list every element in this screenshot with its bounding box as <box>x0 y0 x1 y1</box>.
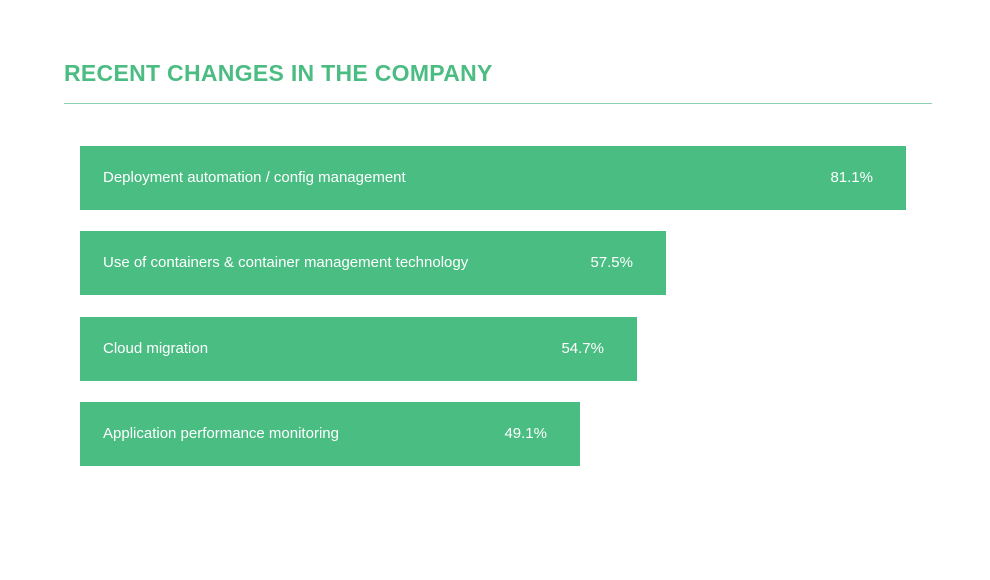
bar-1: Use of containers & container management… <box>80 231 666 295</box>
chart-title: RECENT CHANGES IN THE COMPANY <box>64 60 493 86</box>
bar-label: Use of containers & container management… <box>103 254 469 271</box>
bar-value-label: 81.1% <box>830 169 873 186</box>
bar-label: Application performance monitoring <box>103 425 339 442</box>
bar-value-label: 54.7% <box>561 340 604 357</box>
bar-value-label: 49.1% <box>504 425 547 442</box>
bar-label: Deployment automation / config managemen… <box>103 169 406 186</box>
bar-3: Application performance monitoring 49.1% <box>80 402 580 466</box>
bar-chart: Deployment automation / config managemen… <box>80 146 906 466</box>
bar-value-label: 57.5% <box>590 254 633 271</box>
bar-2: Cloud migration 54.7% <box>80 317 637 381</box>
bar-0: Deployment automation / config managemen… <box>80 146 906 210</box>
bar-label: Cloud migration <box>103 340 209 357</box>
title-divider <box>64 103 932 104</box>
